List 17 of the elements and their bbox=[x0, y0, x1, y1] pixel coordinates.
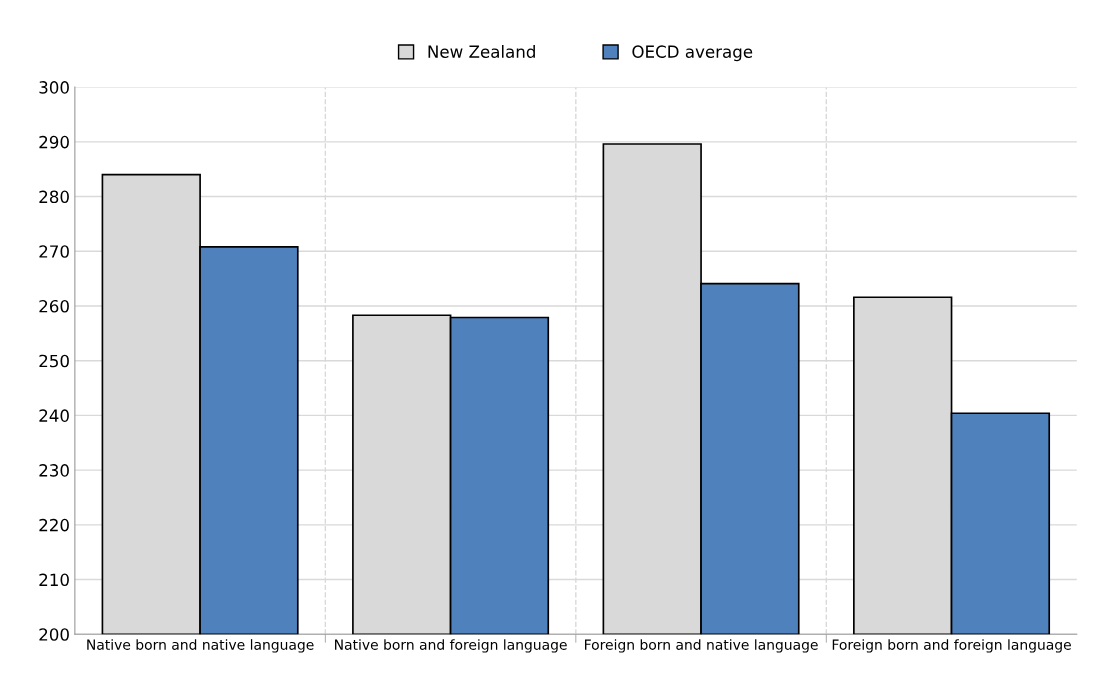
x-tick-label: Native born and foreign language bbox=[335, 639, 567, 653]
y-tick-label: 230 bbox=[39, 464, 69, 477]
y-tick-label: 210 bbox=[39, 573, 69, 587]
y-tick-label: 300 bbox=[39, 81, 69, 94]
y-tick-label: 240 bbox=[39, 409, 69, 422]
y-tick-label: 290 bbox=[39, 135, 69, 149]
legend-label: New Zealand bbox=[428, 45, 535, 58]
y-tick-label: 280 bbox=[39, 190, 69, 204]
x-tick-label: Foreign born and native language bbox=[585, 639, 818, 653]
y-tick-label: 250 bbox=[39, 354, 69, 368]
x-tick-label: Native born and native language bbox=[87, 639, 314, 653]
y-tick-label: 270 bbox=[39, 245, 69, 258]
x-tick-label: Foreign born and foreign language bbox=[832, 639, 1071, 653]
y-tick-label: 220 bbox=[39, 518, 69, 532]
y-tick-label: 260 bbox=[39, 299, 69, 313]
y-tick-label: 200 bbox=[39, 628, 69, 641]
legend-label: OECD average bbox=[632, 45, 753, 62]
